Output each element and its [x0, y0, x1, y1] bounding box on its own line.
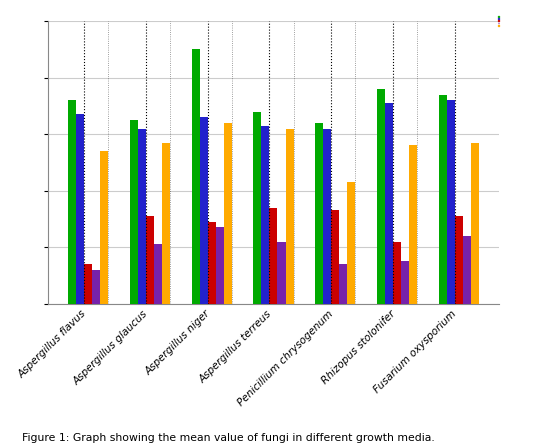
- Bar: [130, 120, 138, 304]
- Bar: [76, 114, 84, 304]
- Bar: [463, 236, 471, 304]
- Bar: [262, 125, 269, 304]
- Bar: [200, 117, 208, 304]
- Bar: [92, 270, 100, 304]
- Text: Figure 1: Graph showing the mean value of fungi in different growth media.: Figure 1: Graph showing the mean value o…: [22, 433, 435, 443]
- Bar: [454, 216, 463, 304]
- Bar: [339, 264, 347, 304]
- Bar: [315, 123, 323, 304]
- Bar: [100, 151, 108, 304]
- Bar: [162, 143, 170, 304]
- Bar: [269, 208, 277, 304]
- Bar: [208, 222, 216, 304]
- Bar: [253, 112, 262, 304]
- Bar: [471, 143, 479, 304]
- Bar: [277, 242, 286, 304]
- Bar: [331, 210, 339, 304]
- Bar: [439, 95, 447, 304]
- Bar: [393, 242, 401, 304]
- Bar: [385, 103, 393, 304]
- Bar: [68, 100, 76, 304]
- Bar: [401, 261, 409, 304]
- Bar: [84, 264, 92, 304]
- Bar: [224, 123, 232, 304]
- Bar: [447, 100, 454, 304]
- Bar: [138, 129, 146, 304]
- Bar: [409, 146, 417, 304]
- Bar: [323, 129, 331, 304]
- Bar: [216, 227, 224, 304]
- Legend: , , , , : , , , ,: [498, 16, 499, 26]
- Bar: [377, 89, 385, 304]
- Bar: [154, 244, 162, 304]
- Bar: [347, 182, 356, 304]
- Bar: [192, 49, 200, 304]
- Bar: [286, 129, 293, 304]
- Bar: [146, 216, 154, 304]
